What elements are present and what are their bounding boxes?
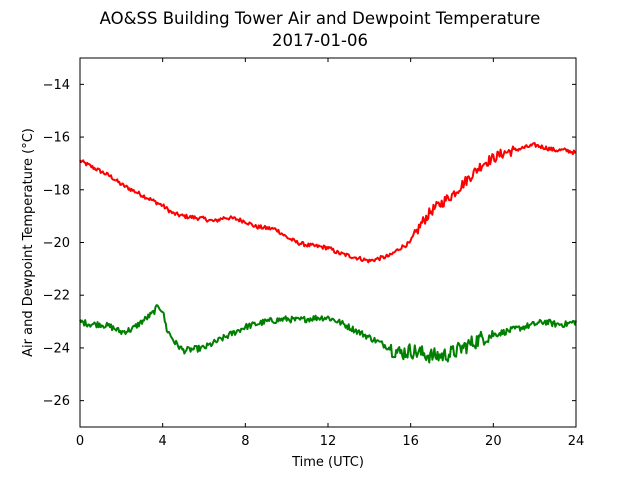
x-tick-label: 0 [76, 434, 84, 449]
x-tick-label: 16 [402, 434, 419, 449]
y-axis-label: Air and Dewpoint Temperature (°C) [21, 128, 36, 357]
series-layer [79, 142, 577, 364]
y-tick-label: −24 [43, 341, 70, 356]
chart-title: AO&SS Building Tower Air and Dewpoint Te… [100, 9, 541, 28]
ticks-layer: 0 4 8 12 16 20 24 −26 −24 −22 −20 −18 −16 −14 [43, 58, 585, 449]
x-tick-label: 12 [320, 434, 337, 449]
y-tick-label: −20 [43, 236, 70, 251]
dewpoint-temperature-line [79, 304, 577, 364]
air-temperature-line [79, 142, 577, 264]
y-tick-label: −18 [43, 183, 70, 198]
x-axis-label: Time (UTC) [291, 455, 364, 470]
y-tick-label: −22 [43, 289, 70, 304]
y-tick-label: −16 [43, 131, 70, 146]
plot-frame [79, 57, 577, 428]
x-tick-label: 20 [485, 434, 502, 449]
y-tick-label: −26 [43, 394, 70, 409]
x-tick-label: 4 [159, 434, 167, 449]
y-tick-label: −14 [43, 78, 70, 93]
x-tick-label: 24 [568, 434, 585, 449]
x-tick-label: 8 [241, 434, 249, 449]
chart-subtitle: 2017-01-06 [272, 31, 368, 50]
